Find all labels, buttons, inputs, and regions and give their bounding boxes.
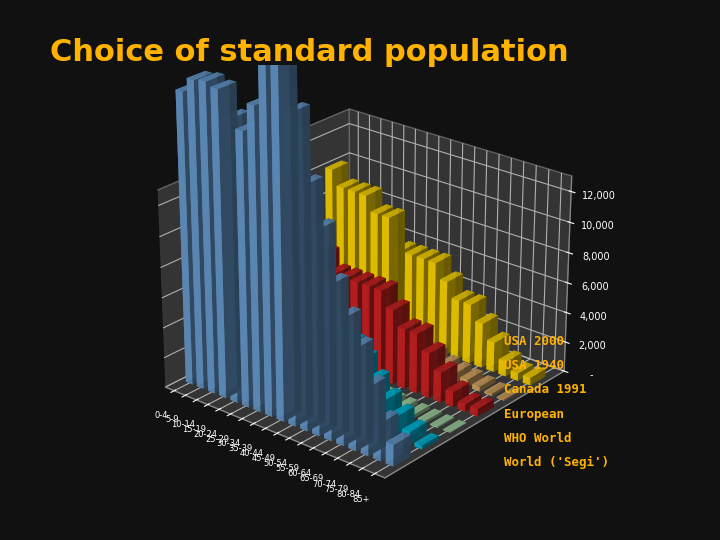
- Text: World ('Segi'): World ('Segi'): [504, 456, 609, 469]
- Text: USA 2000: USA 2000: [504, 335, 564, 348]
- Text: Canada 1991: Canada 1991: [504, 383, 587, 396]
- Text: WHO World: WHO World: [504, 432, 572, 445]
- Text: USA 1940: USA 1940: [504, 359, 564, 372]
- Text: European: European: [504, 408, 564, 421]
- Text: Choice of standard population: Choice of standard population: [50, 38, 569, 67]
